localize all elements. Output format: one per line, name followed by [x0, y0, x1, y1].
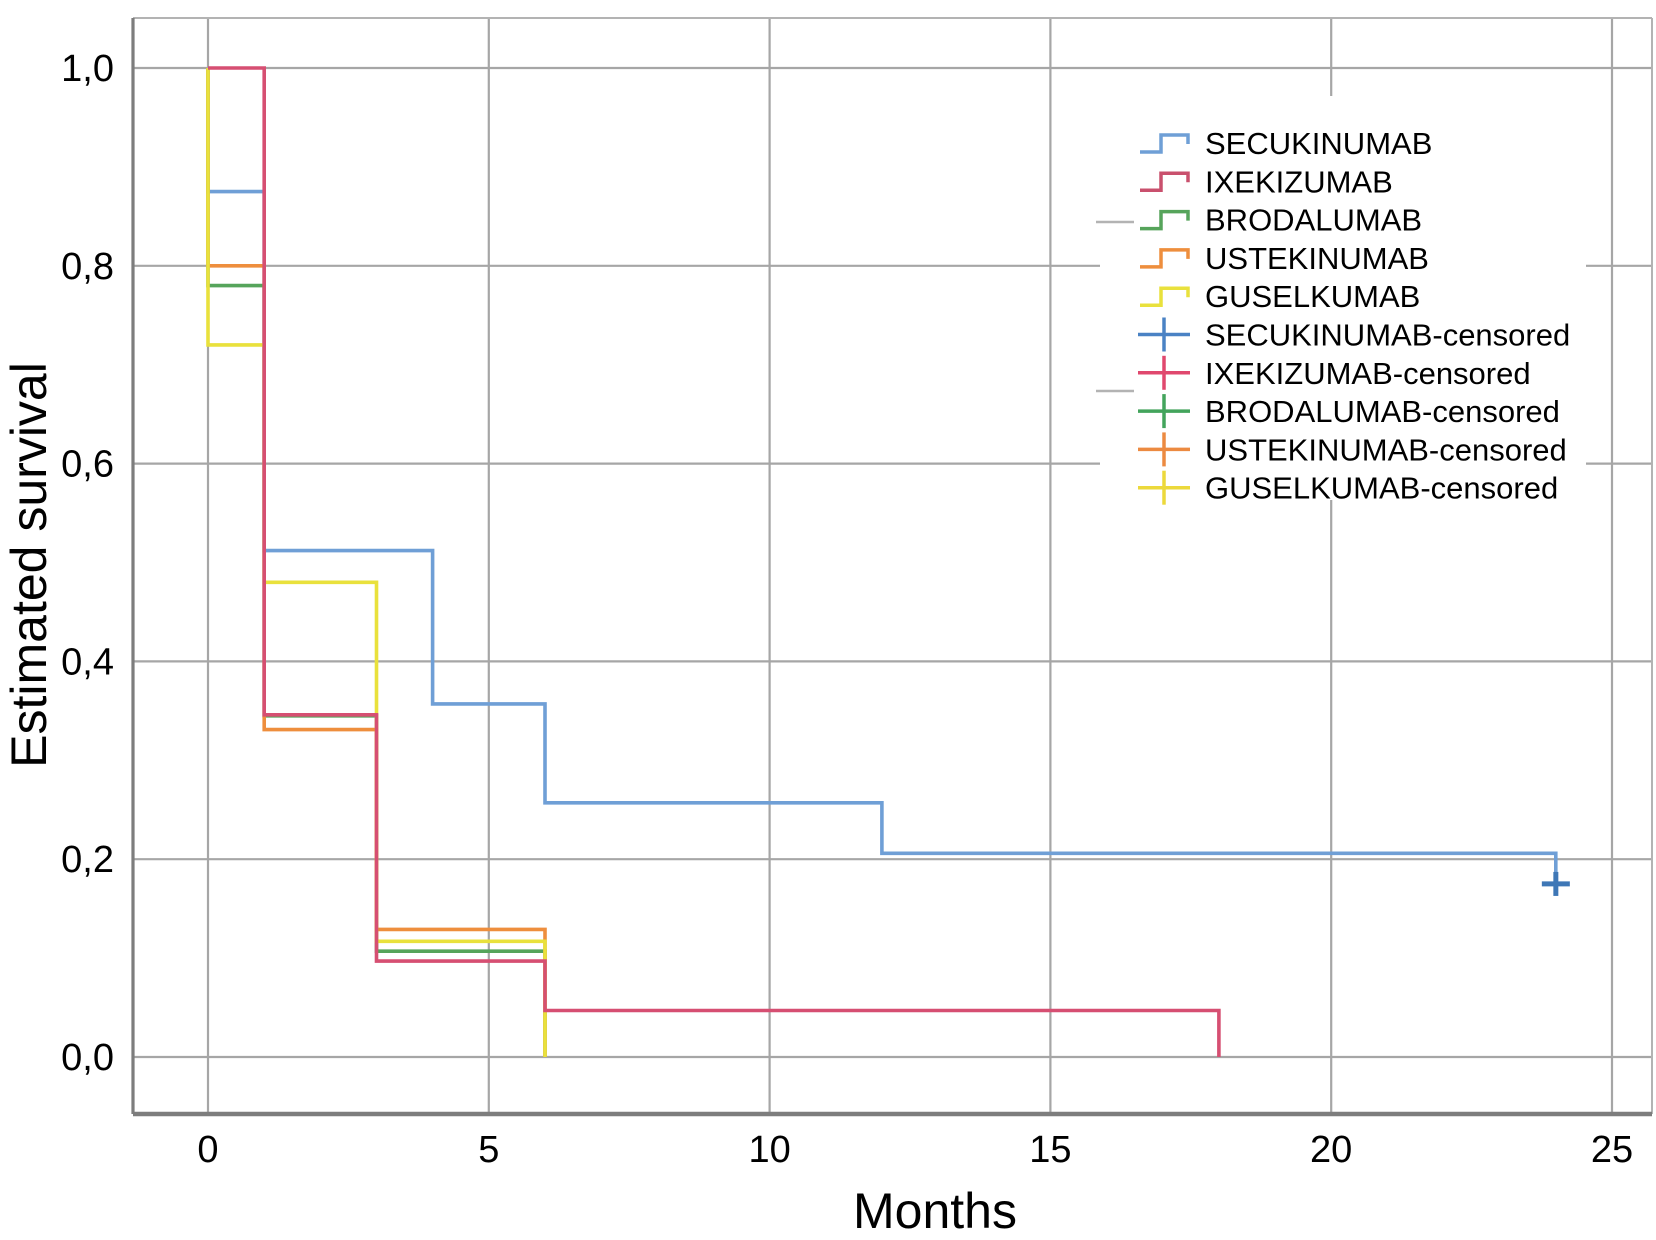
y-tick-label-0,2: 0,2: [61, 839, 114, 881]
survival-curve-USTEKINUMAB: [206, 68, 547, 1057]
legend-plus-swatch-BRODALUMAB-censored: [1138, 394, 1190, 429]
y-tick-label-0,0: 0,0: [61, 1037, 114, 1079]
legend-label-GUSELKUMAB: GUSELKUMAB: [1205, 279, 1420, 314]
y-axis-title: Estimated survival: [1, 362, 57, 768]
x-tick-label-15: 15: [1029, 1129, 1071, 1171]
legend-plus-swatch-SECUKINUMAB-censored: [1138, 317, 1190, 352]
legend-label-GUSELKUMAB-censored: GUSELKUMAB-censored: [1205, 471, 1558, 506]
survival-curve-SECUKINUMAB: [206, 68, 1558, 884]
legend-step-swatch-IXEKIZUMAB: [1140, 171, 1190, 193]
legend-background: [1100, 96, 1586, 500]
legend-plus-swatch-IXEKIZUMAB-censored: [1138, 355, 1190, 390]
y-tick-label-0,8: 0,8: [61, 246, 114, 288]
legend-label-SECUKINUMAB-censored: SECUKINUMAB-censored: [1205, 318, 1570, 353]
legend-plus-swatch-GUSELKUMAB-censored: [1138, 470, 1190, 505]
y-tick-label-1,0: 1,0: [61, 48, 114, 90]
legend-step-swatch-GUSELKUMAB: [1140, 286, 1190, 307]
x-tick-label-25: 25: [1591, 1129, 1633, 1171]
legend-step-swatch-SECUKINUMAB: [1140, 133, 1190, 154]
x-tick-label-0: 0: [197, 1129, 218, 1171]
legend-label-IXEKIZUMAB-censored: IXEKIZUMAB-censored: [1205, 356, 1531, 391]
survival-curve-GUSELKUMAB: [206, 68, 547, 1057]
censored-marker-SECUKINUMAB: [1541, 871, 1570, 896]
legend-step-swatch-USTEKINUMAB: [1140, 248, 1190, 269]
legend-label-IXEKIZUMAB: IXEKIZUMAB: [1205, 164, 1393, 199]
y-tick-label-0,6: 0,6: [61, 444, 114, 486]
legend-label-BRODALUMAB: BRODALUMAB: [1205, 203, 1422, 238]
legend-label-BRODALUMAB-censored: BRODALUMAB-censored: [1205, 394, 1560, 429]
legend-label-SECUKINUMAB: SECUKINUMAB: [1205, 126, 1432, 161]
legend-label-USTEKINUMAB-censored: USTEKINUMAB-censored: [1205, 432, 1567, 467]
legend-plus-swatch-USTEKINUMAB-censored: [1138, 432, 1190, 467]
x-tick-label-10: 10: [748, 1129, 790, 1171]
x-axis-title: Months: [853, 1183, 1017, 1239]
survival-curve-IXEKIZUMAB: [208, 66, 1221, 1057]
legend-step-swatch-BRODALUMAB: [1140, 209, 1190, 231]
x-tick-label-5: 5: [478, 1129, 499, 1171]
legend-label-USTEKINUMAB: USTEKINUMAB: [1205, 241, 1429, 276]
x-tick-label-20: 20: [1310, 1129, 1352, 1171]
y-tick-label-0,4: 0,4: [61, 641, 114, 683]
